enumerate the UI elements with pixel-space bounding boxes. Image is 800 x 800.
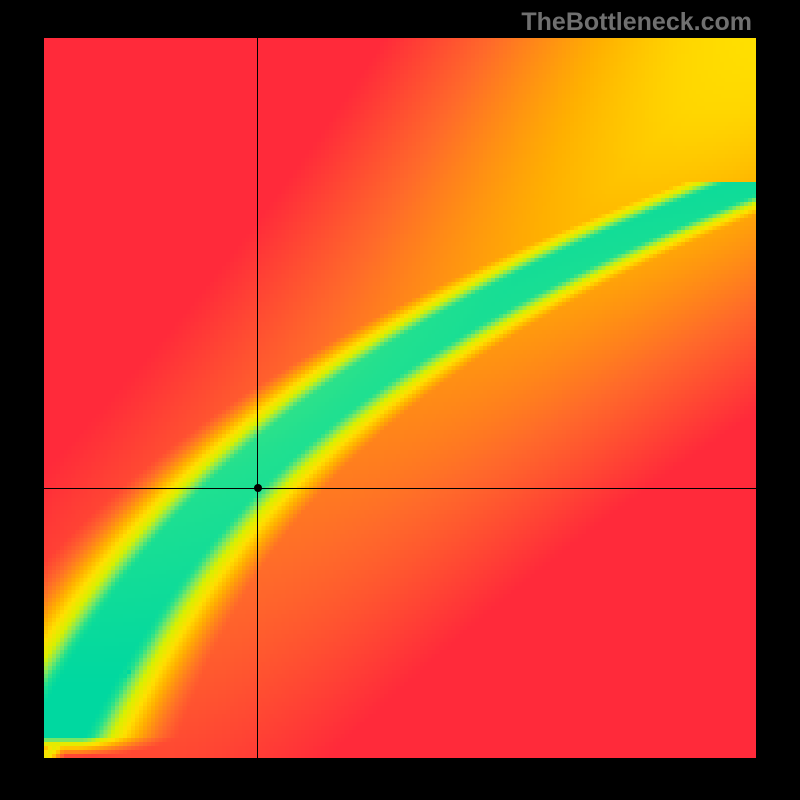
bottleneck-heatmap [44,38,756,758]
crosshair-marker-dot [254,484,262,492]
plot-area [44,38,756,758]
figure-container: { "figure": { "width_px": 800, "height_p… [0,0,800,800]
watermark-text: TheBottleneck.com [521,8,752,37]
crosshair-vertical-line [257,38,258,758]
crosshair-horizontal-line [44,488,756,489]
